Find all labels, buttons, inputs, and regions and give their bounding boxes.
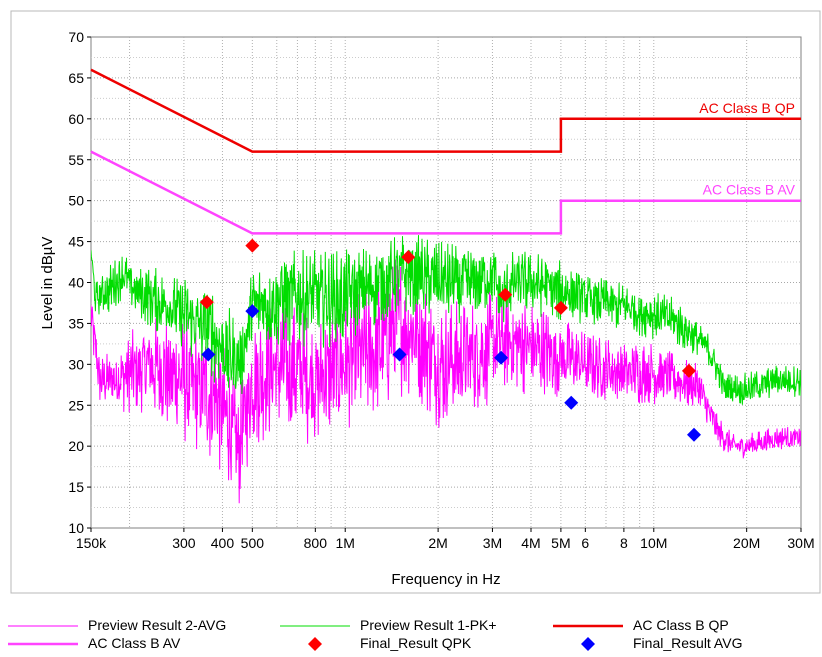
- data-traces: [91, 235, 801, 504]
- x-tick-label: 500: [241, 535, 265, 551]
- legend-label: Final_Result AVG: [633, 635, 742, 651]
- y-tick-label: 15: [68, 479, 84, 495]
- y-tick-label: 10: [68, 520, 84, 536]
- x-tick-label: 150k: [76, 535, 107, 551]
- x-tick-label: 300: [172, 535, 196, 551]
- chart-legend: Preview Result 2-AVG Preview Result 1-PK+…: [8, 617, 742, 651]
- x-tick-label: 3M: [483, 535, 502, 551]
- x-tick-label: 2M: [428, 535, 447, 551]
- y-tick-label: 20: [68, 438, 84, 454]
- series-trace: [91, 235, 801, 405]
- x-tick-label: 400: [211, 535, 235, 551]
- limit-line: [90, 68, 801, 153]
- result-marker: [245, 304, 260, 319]
- legend-label: AC Class B AV: [88, 635, 181, 651]
- limit-line-label: AC Class B QP: [699, 100, 795, 116]
- limit-line-label: AC Class B AV: [703, 182, 796, 198]
- y-axis-ticks: 10 15 20 25 30 35 40 45 50 55 60 65 70: [68, 29, 91, 536]
- limit-labels: AC Class B QP AC Class B AV: [699, 100, 795, 198]
- x-tick-label: 800: [304, 535, 328, 551]
- result-marker: [681, 363, 696, 378]
- result-marker: [494, 350, 509, 365]
- x-tick-label: 5M: [551, 535, 570, 551]
- result-marker: [245, 238, 260, 253]
- x-tick-label: 1M: [335, 535, 354, 551]
- x-tick-label: 10M: [640, 535, 667, 551]
- y-tick-label: 65: [68, 70, 84, 86]
- y-tick-label: 55: [68, 152, 84, 168]
- y-tick-label: 45: [68, 234, 84, 250]
- legend-swatch: [308, 637, 322, 651]
- result-marker: [392, 347, 407, 362]
- legend-label: Preview Result 2-AVG: [88, 617, 226, 633]
- legend-swatch: [581, 637, 595, 651]
- x-axis-title: Frequency in Hz: [391, 571, 500, 588]
- result-marker: [201, 347, 216, 362]
- legend-label: Preview Result 1-PK+: [360, 617, 497, 633]
- result-marker: [686, 427, 701, 442]
- result-marker: [401, 250, 416, 265]
- result-markers: [199, 238, 701, 442]
- limit-lines: [90, 68, 801, 235]
- x-tick-label: 20M: [733, 535, 760, 551]
- x-axis-ticks: 150k 300 400 500 800 1M 2M 3M 4M 5M 6 8 10M 20M 30M: [76, 528, 815, 551]
- x-tick-label: 6: [581, 535, 589, 551]
- legend-label: Final_Result QPK: [360, 635, 472, 651]
- y-axis-title: Level in dBµV: [39, 237, 56, 330]
- result-marker: [199, 295, 214, 310]
- y-tick-label: 50: [68, 193, 84, 209]
- y-tick-label: 25: [68, 397, 84, 413]
- y-tick-label: 30: [68, 356, 84, 372]
- legend-label: AC Class B QP: [633, 617, 729, 633]
- series-trace: [91, 259, 801, 504]
- x-tick-label: 30M: [787, 535, 814, 551]
- y-tick-label: 40: [68, 275, 84, 291]
- result-marker: [564, 395, 579, 410]
- limit-line: [90, 150, 801, 235]
- result-marker: [498, 287, 513, 302]
- y-tick-label: 60: [68, 111, 84, 127]
- x-tick-label: 8: [620, 535, 628, 551]
- x-tick-label: 4M: [521, 535, 540, 551]
- result-marker: [553, 300, 568, 315]
- y-tick-label: 35: [68, 315, 84, 331]
- y-tick-label: 70: [68, 29, 84, 45]
